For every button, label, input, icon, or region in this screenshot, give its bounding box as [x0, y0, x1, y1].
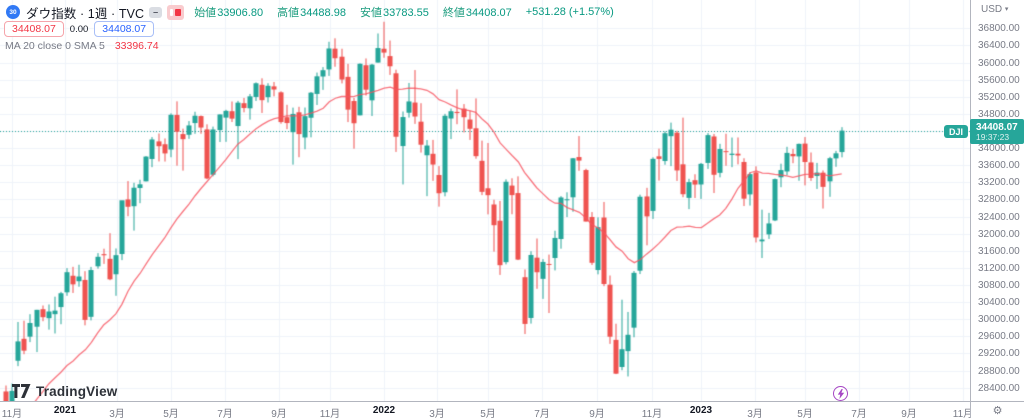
price-tick-label: 36000.00 — [978, 57, 1020, 69]
price-tick-label: 32000.00 — [978, 228, 1020, 240]
time-axis-label: 9月 — [271, 409, 287, 418]
price-tick-label: 32400.00 — [978, 211, 1020, 223]
bar-close-countdown: 19:37:23 — [976, 131, 1010, 142]
price-tick-label: 36400.00 — [978, 40, 1020, 52]
time-axis-label: 11月 — [641, 409, 663, 418]
time-axis-label: 5月 — [163, 409, 179, 418]
time-axis-label: 3月 — [429, 409, 445, 418]
price-tick-label: 33200.00 — [978, 177, 1020, 189]
time-axis-label: 3月 — [109, 409, 125, 418]
price-tick-label: 31200.00 — [978, 262, 1020, 274]
price-tick-label: 36800.00 — [978, 23, 1020, 35]
price-tick-label: 28800.00 — [978, 365, 1020, 377]
time-axis-label: 11月 — [319, 409, 341, 418]
red-marker-icon — [175, 8, 182, 16]
price-tick-label: 34000.00 — [978, 143, 1020, 155]
time-axis-label: 7月 — [851, 409, 867, 418]
price-tick-label: 28400.00 — [978, 382, 1020, 394]
price-tick-label: 29600.00 — [978, 331, 1020, 343]
time-axis-label: 11月 — [952, 409, 974, 418]
price-tick-label: 35200.00 — [978, 91, 1020, 103]
time-axis-label: 9月 — [901, 409, 917, 418]
price-tick-label: 33600.00 — [978, 160, 1020, 172]
price-tick-label: 29200.00 — [978, 348, 1020, 360]
last-price-badge: 34408.07 19:37:23 — [970, 119, 1024, 144]
symbol-logo-icon: 30 — [6, 5, 20, 19]
indicator-title: MA 20 close 0 SMA 5 — [5, 39, 105, 52]
tradingview-logo-text: TradingView — [36, 383, 118, 399]
time-axis-label: 2021 — [53, 405, 77, 416]
ohlc-values: 始値33906.80 高値34488.98 安値33783.55 終値34408… — [194, 4, 621, 20]
boost-button[interactable] — [833, 386, 848, 401]
chart-legend-row: 30 ダウ指数 · 1週 · TVC – 始値33906.80 高値34488.… — [6, 4, 621, 21]
trade-buttons-row: 34408.07 0.00 34408.07 — [4, 21, 155, 37]
indicator-legend-row[interactable]: MA 20 close 0 SMA 5 33396.74 — [5, 39, 159, 52]
chevron-down-icon: ▾ — [1004, 6, 1009, 13]
price-tick-label: 34800.00 — [978, 108, 1020, 120]
red-marker-icon — [170, 8, 174, 16]
last-price-value: 34408.07 — [976, 121, 1018, 133]
time-axis-label: 7月 — [217, 409, 233, 418]
open-value: 33906.80 — [217, 7, 264, 19]
tradingview-logo[interactable]: TradingView — [12, 383, 117, 399]
price-tick-label: 30400.00 — [978, 297, 1020, 309]
close-value: 34408.07 — [465, 7, 512, 19]
price-tick-label: 30800.00 — [978, 279, 1020, 291]
price-tick-label: 30000.00 — [978, 314, 1020, 326]
time-axis-label: 5月 — [480, 409, 496, 418]
open-label: 始値 — [194, 7, 217, 19]
price-chart-canvas[interactable] — [0, 0, 970, 401]
time-axis-label: 3月 — [747, 409, 763, 418]
close-label: 終値 — [442, 7, 465, 19]
high-value: 34488.98 — [300, 7, 346, 19]
symbol-price-pill: DJI — [944, 125, 969, 138]
time-axis[interactable]: 11月 2021 3月 5月 7月 9月 11月 2022 3月 5月 7月 9月 11月 2023 3月 5… — [0, 401, 1024, 418]
axis-settings-corner[interactable]: ⚙ — [970, 401, 1024, 418]
lightning-icon — [837, 388, 844, 399]
time-axis-label: 9月 — [589, 409, 605, 418]
sell-button[interactable]: 34408.07 — [4, 21, 64, 37]
buy-button[interactable]: 34408.07 — [94, 21, 155, 37]
red-marker-button[interactable] — [167, 4, 185, 20]
price-axis[interactable]: USD ▾ 36800.00 36400.00 36000.00 35600.00 35… — [970, 0, 1024, 401]
currency-label: USD — [981, 4, 1003, 15]
tradingview-logo-icon — [12, 384, 31, 398]
price-tick-label: 35600.00 — [978, 74, 1020, 86]
time-axis-label: 2023 — [689, 405, 713, 416]
indicator-value: 33396.74 — [114, 39, 159, 52]
collapse-legend-button[interactable]: – — [149, 6, 163, 18]
low-value: 33783.55 — [382, 7, 429, 19]
time-axis-label: 11月 — [1, 409, 23, 418]
spread-value: 0.00 — [69, 23, 89, 35]
gear-icon[interactable]: ⚙ — [992, 404, 1003, 417]
low-label: 安値 — [359, 7, 382, 19]
price-tick-label: 31600.00 — [978, 245, 1020, 257]
price-tick-label: 32800.00 — [978, 194, 1020, 206]
currency-selector[interactable]: USD ▾ — [981, 4, 1008, 15]
time-axis-label: 7月 — [534, 409, 550, 418]
high-label: 高値 — [277, 7, 300, 19]
change-value: +531.28 (+1.57%) — [525, 6, 614, 18]
time-axis-label: 2022 — [372, 405, 396, 416]
symbol-title[interactable]: ダウ指数 · 1週 · TVC — [26, 6, 145, 21]
time-axis-label: 5月 — [797, 409, 813, 418]
